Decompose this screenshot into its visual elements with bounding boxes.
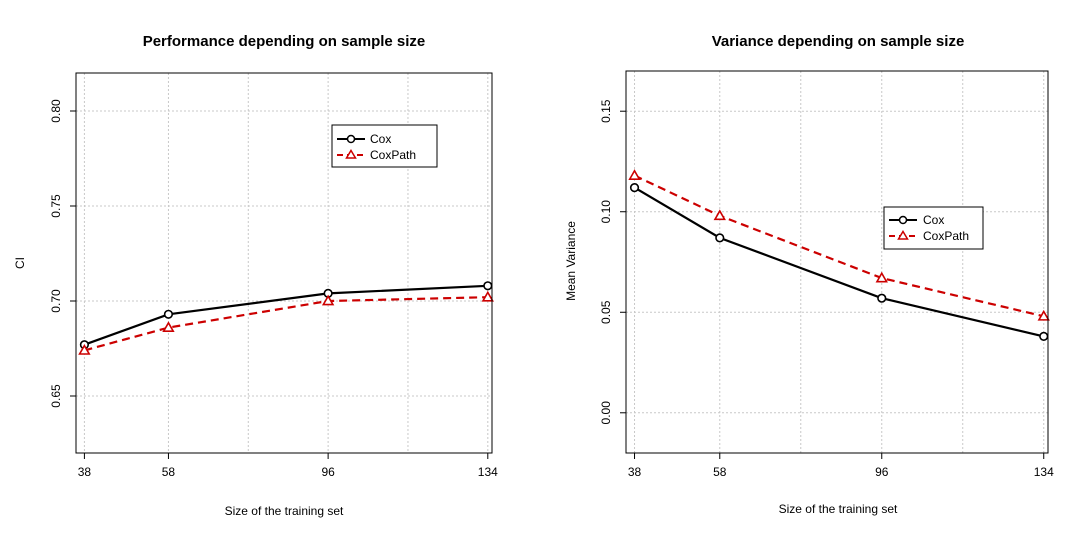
y-tick-label: 0.15 [599, 99, 613, 123]
legend-label-coxpath: CoxPath [923, 229, 969, 243]
series-layer [628, 169, 1050, 341]
y-axis-label: CI [13, 257, 27, 269]
series-line-cox [84, 284, 488, 346]
legend-box [331, 124, 438, 168]
x-axis-label: Size of the training set [779, 502, 898, 516]
y-tick-label: 0.65 [49, 384, 63, 408]
legend-marker-coxpath [897, 230, 909, 240]
legend-label-coxpath: CoxPath [370, 148, 416, 162]
y-axis-ticks: 0.00 0.05 0.10 0.15 [599, 99, 626, 424]
data-point-cox [877, 293, 887, 303]
data-point-cox [483, 281, 493, 291]
y-tick-label: 0.00 [599, 401, 613, 425]
legend-marker-coxpath [345, 149, 357, 159]
legend: Cox CoxPath [331, 124, 438, 168]
data-point-cox [1039, 331, 1049, 341]
x-axis-label: Size of the training set [225, 504, 344, 518]
x-tick-label: 58 [713, 465, 727, 479]
plot-frame [625, 70, 1049, 454]
y-axis-ticks: 0.65 0.70 0.75 0.80 [49, 99, 76, 408]
data-point-coxpath [78, 343, 91, 355]
data-point-coxpath [481, 290, 494, 302]
x-axis-ticks: 38 58 96 134 [628, 453, 1054, 479]
x-tick-label: 134 [478, 465, 498, 479]
x-tick-label: 96 [875, 465, 889, 479]
legend-label-cox: Cox [370, 132, 391, 146]
variance-panel: Variance depending on sample size Size o… [564, 33, 1054, 516]
y-tick-label: 0.80 [49, 99, 63, 123]
x-tick-label: 96 [321, 465, 335, 479]
data-point-coxpath [713, 209, 726, 221]
series-line-coxpath [634, 174, 1044, 318]
x-tick-label: 134 [1034, 465, 1054, 479]
legend: Cox CoxPath [883, 206, 984, 250]
x-tick-label: 38 [628, 465, 642, 479]
series-layer [78, 281, 494, 355]
y-axis-label: Mean Variance [564, 221, 578, 301]
data-point-cox [629, 183, 640, 193]
grid [76, 73, 492, 453]
plot-frame [75, 72, 493, 454]
legend-label-cox: Cox [923, 213, 944, 227]
x-axis-ticks: 38 58 96 134 [78, 453, 498, 479]
y-tick-label: 0.75 [49, 194, 63, 218]
legend-box [883, 206, 984, 250]
legend-marker-cox [898, 215, 908, 225]
data-point-coxpath [162, 321, 175, 333]
y-tick-label: 0.70 [49, 289, 63, 313]
data-point-cox [715, 233, 725, 243]
data-point-coxpath [628, 169, 641, 180]
data-point-cox [163, 309, 174, 319]
x-tick-label: 38 [78, 465, 92, 479]
data-point-coxpath [321, 294, 335, 306]
data-point-coxpath [1037, 309, 1050, 321]
data-point-coxpath [875, 271, 888, 283]
performance-panel: Performance depending on sample size Siz… [13, 33, 498, 518]
series-line-coxpath [84, 296, 488, 352]
chart-title: Variance depending on sample size [712, 33, 965, 50]
y-tick-label: 0.10 [599, 200, 613, 224]
y-tick-label: 0.05 [599, 300, 613, 324]
chart-title: Performance depending on sample size [143, 33, 426, 50]
series-line-cox [633, 186, 1044, 338]
legend-marker-cox [346, 134, 356, 144]
x-tick-label: 58 [162, 465, 176, 479]
